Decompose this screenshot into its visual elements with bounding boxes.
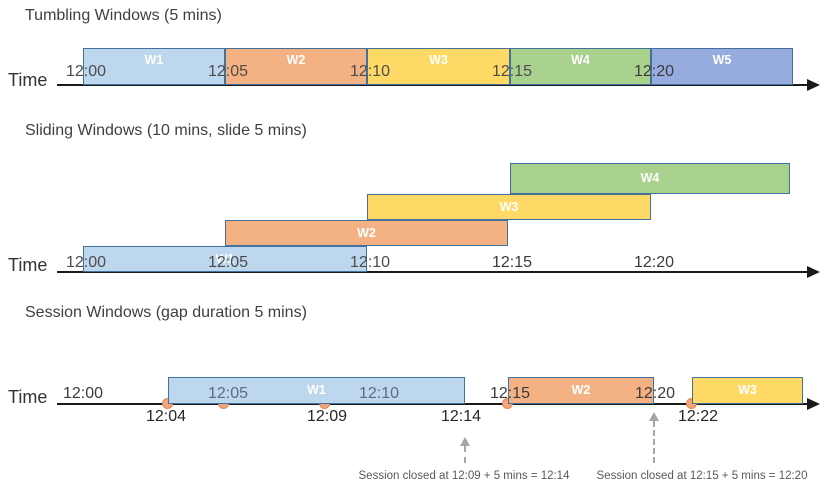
window-label: W1 <box>215 251 235 266</box>
session-timeline-arrowhead-icon <box>807 398 820 410</box>
sliding-timeline-arrowhead-icon <box>807 266 820 278</box>
window-label: W4 <box>571 53 590 67</box>
sliding-window-w3: W3 <box>367 194 651 220</box>
session-window-w2: W2 <box>508 377 654 404</box>
tick-label: 12:10 <box>349 254 391 271</box>
window-label: W4 <box>640 171 660 186</box>
window-label: W5 <box>712 53 732 67</box>
tick-label: 12:05 <box>207 63 249 80</box>
session-close-annotation: Session closed at 12:15 + 5 mins = 12:20 <box>596 470 808 482</box>
event-time-label: 12:09 <box>306 408 348 425</box>
window-label: W2 <box>357 225 376 240</box>
session-window-w3: W3 <box>692 377 803 404</box>
tumbling-window-w4: W4 <box>510 48 651 85</box>
sliding-time-axis-label: Time <box>8 255 48 275</box>
tick-label: 12:10 <box>358 385 400 402</box>
up-arrow-icon <box>649 412 659 463</box>
event-time-label: 12:22 <box>677 408 719 425</box>
tumbling-window-w2: W2 <box>225 48 367 85</box>
tumbling-window-w5: W5 <box>651 48 793 85</box>
tick-label: 12:15 <box>491 63 533 80</box>
sliding-window-w1: W1 <box>83 246 367 272</box>
tick-label: 12:05 <box>207 254 249 271</box>
tick-label: 12:15 <box>489 385 531 402</box>
window-label: W1 <box>307 383 326 398</box>
window-label: W1 <box>144 53 164 67</box>
session-section-title: Session Windows (gap duration 5 mins) <box>25 304 307 321</box>
event-time-label: 12:04 <box>145 408 187 425</box>
session-time-axis-label: Time <box>8 387 48 407</box>
tick-label: 12:10 <box>349 63 391 80</box>
tick-label: 12:20 <box>634 385 676 402</box>
tick-label: 12:15 <box>491 254 533 271</box>
window-label: W2 <box>286 53 306 67</box>
tumbling-timeline <box>57 79 820 91</box>
sliding-section-title: Sliding Windows (10 mins, slide 5 mins) <box>25 122 307 139</box>
up-arrow-icon <box>460 437 470 463</box>
tumbling-section-title: Tumbling Windows (5 mins) <box>25 7 222 24</box>
session-window-w1: W1 <box>168 377 465 404</box>
event-time-label: 12:14 <box>440 408 482 425</box>
tumbling-timeline-arrowhead-icon <box>807 79 820 91</box>
tick-label: 12:00 <box>65 63 107 80</box>
sliding-window-w4: W4 <box>510 163 790 194</box>
window-label: W3 <box>429 53 448 67</box>
window-label: W3 <box>738 383 757 398</box>
session-close-annotation: Session closed at 12:09 + 5 mins = 12:14 <box>358 470 570 482</box>
window-label: W3 <box>499 199 519 214</box>
sliding-window-w2: W2 <box>225 220 508 246</box>
tick-label: 12:20 <box>633 254 675 271</box>
tick-label: 12:00 <box>65 254 107 271</box>
window-label: W2 <box>571 383 591 398</box>
tick-label: 12:00 <box>62 385 104 402</box>
tick-label: 12:05 <box>207 385 249 402</box>
sliding-timeline <box>57 266 820 278</box>
tumbling-window-w3: W3 <box>367 48 510 85</box>
session-timeline <box>57 398 820 410</box>
tumbling-window-w1: W1 <box>83 48 225 85</box>
tick-label: 12:20 <box>633 63 675 80</box>
tumbling-time-axis-label: Time <box>8 70 48 90</box>
